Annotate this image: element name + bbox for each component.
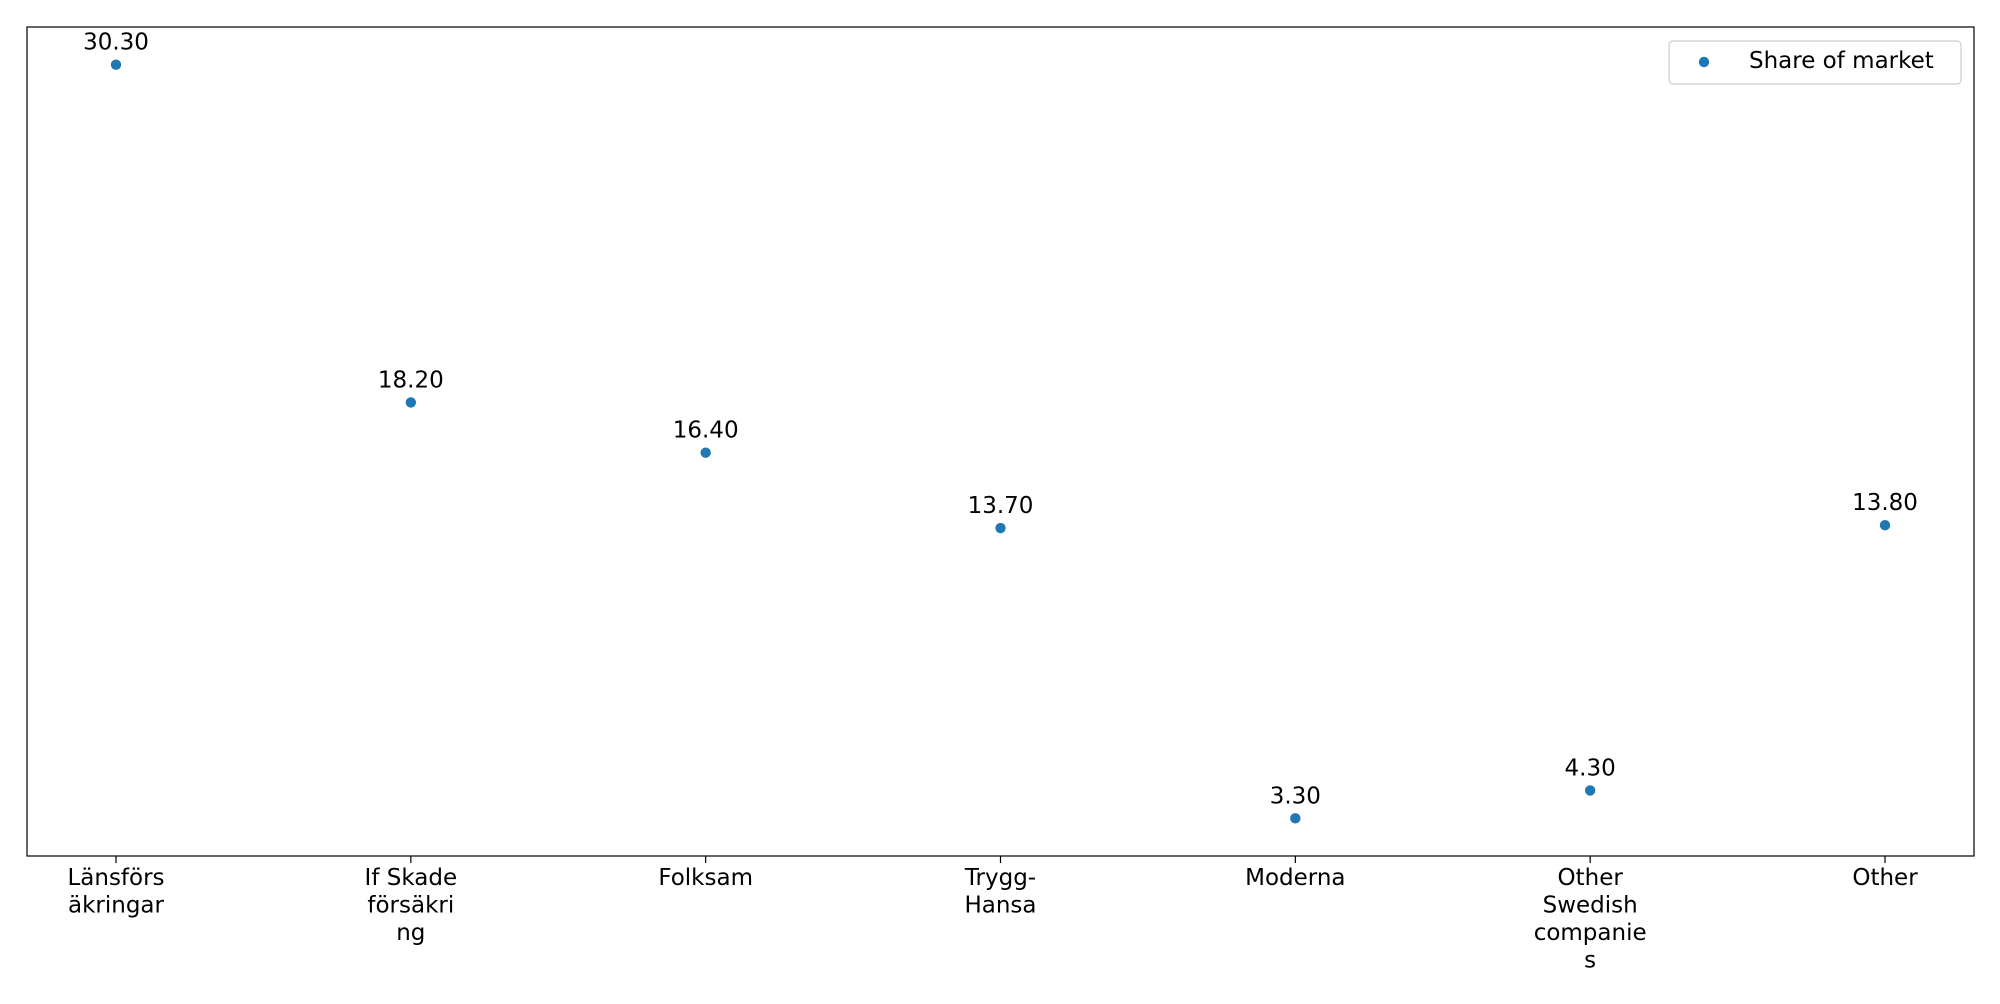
legend-label: Share of market	[1749, 48, 1934, 74]
x-tick-label-line: Swedish	[1543, 893, 1638, 919]
x-axis-ticks	[115, 856, 1886, 863]
x-tick-label-line: Moderna	[1245, 865, 1345, 891]
legend: Share of market	[1668, 40, 1962, 85]
data-label: 13.70	[968, 493, 1034, 519]
plot-background	[27, 27, 1974, 856]
data-point	[1584, 785, 1596, 796]
legend-marker	[1698, 56, 1710, 68]
data-labels: 30.30 18.20 16.40 13.70 3.30 4.30 13.80	[83, 30, 1918, 810]
x-tick-label-line: Trygg-	[964, 865, 1036, 891]
data-label: 3.30	[1270, 783, 1321, 809]
x-tick-label-line: s	[1584, 948, 1596, 974]
x-tick-label: Other	[1852, 865, 1918, 891]
legend-box	[1668, 40, 1962, 85]
x-tick-label-line: companie	[1534, 920, 1647, 946]
data-label: 13.80	[1852, 490, 1918, 516]
x-tick-label-line: äkringar	[68, 893, 165, 919]
x-tick-label-line: ng	[396, 920, 425, 946]
x-tick-label: Other Swedish companie s	[1534, 865, 1647, 974]
x-tick-label: Trygg-Hansa	[964, 865, 1037, 919]
x-axis-tick-labels: Länsförs äkringar If Skade försäkri ng Folksa…	[67, 865, 1918, 974]
data-points	[110, 59, 1891, 824]
data-point	[995, 522, 1006, 534]
data-label: 18.20	[378, 367, 444, 393]
x-tick-label-line: Other	[1558, 865, 1624, 891]
x-tick-label: Länsförs äkringar	[67, 865, 164, 919]
data-point	[700, 447, 711, 458]
x-tick-label-line: Länsförs	[67, 865, 164, 891]
data-label: 16.40	[673, 418, 739, 444]
x-tick-label-line: If Skade	[365, 865, 458, 891]
data-label: 4.30	[1565, 755, 1616, 781]
data-point	[110, 59, 122, 70]
x-tick-label-line: Hansa	[964, 893, 1036, 919]
plot-frame	[26, 26, 1975, 857]
data-label: 30.30	[83, 30, 149, 56]
x-tick-label: If Skade försäkri ng	[365, 865, 458, 946]
data-point	[1290, 813, 1301, 824]
x-tick-label: Moderna	[1245, 865, 1345, 891]
x-tick-label-line: Folksam	[658, 865, 753, 891]
x-tick-label-line: försäkri	[367, 893, 454, 919]
data-point	[1879, 520, 1891, 531]
x-tick-label-line: Other	[1852, 865, 1918, 891]
data-point	[405, 397, 417, 408]
x-tick-label: Folksam	[658, 865, 753, 891]
